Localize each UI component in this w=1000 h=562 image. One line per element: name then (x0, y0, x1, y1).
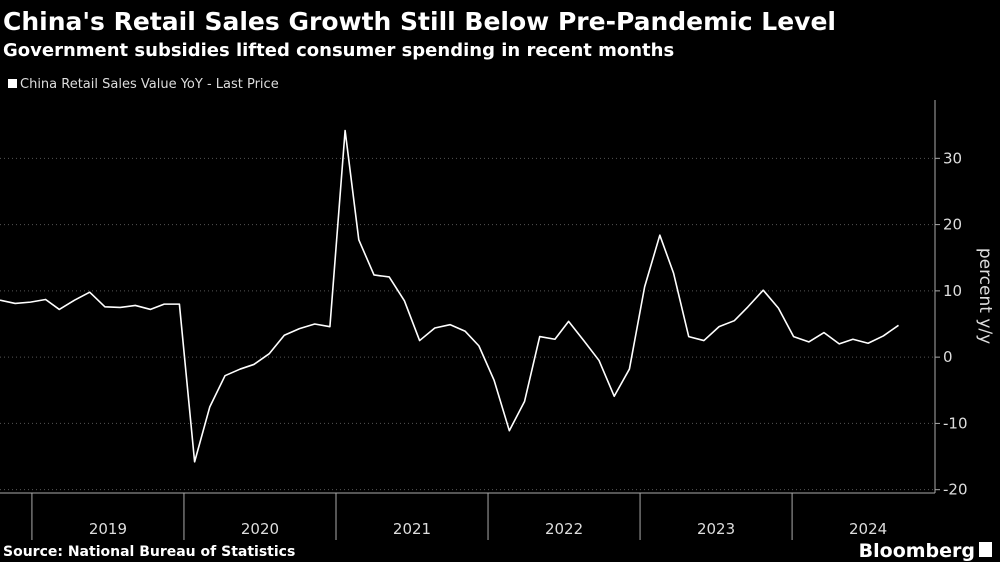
x-tick-label: 2021 (393, 520, 431, 538)
x-tick-label: 2020 (241, 520, 279, 538)
y-tick-label: -20 (943, 481, 968, 499)
y-tick-label: 0 (943, 348, 953, 366)
y-tick-label: 30 (943, 149, 962, 167)
x-tick-label: 2019 (89, 520, 127, 538)
source: Source: National Bureau of Statistics (3, 544, 295, 560)
brand: Bloomberg (859, 540, 975, 562)
y-tick-label: 10 (943, 282, 962, 300)
x-tick-label: 2022 (545, 520, 583, 538)
chart-subtitle: Government subsidies lifted consumer spe… (3, 40, 674, 61)
brand-icon (979, 542, 992, 557)
y-tick-label: -10 (943, 414, 968, 432)
legend-label: China Retail Sales Value YoY - Last Pric… (20, 77, 279, 92)
chart-title: China's Retail Sales Growth Still Below … (3, 7, 836, 36)
x-tick-label: 2024 (849, 520, 887, 538)
y-axis-label: percent y/y (975, 248, 995, 344)
series-line (0, 129, 899, 463)
legend-swatch (8, 79, 17, 88)
y-tick-label: 20 (943, 216, 962, 234)
x-tick-label: 2023 (697, 520, 735, 538)
